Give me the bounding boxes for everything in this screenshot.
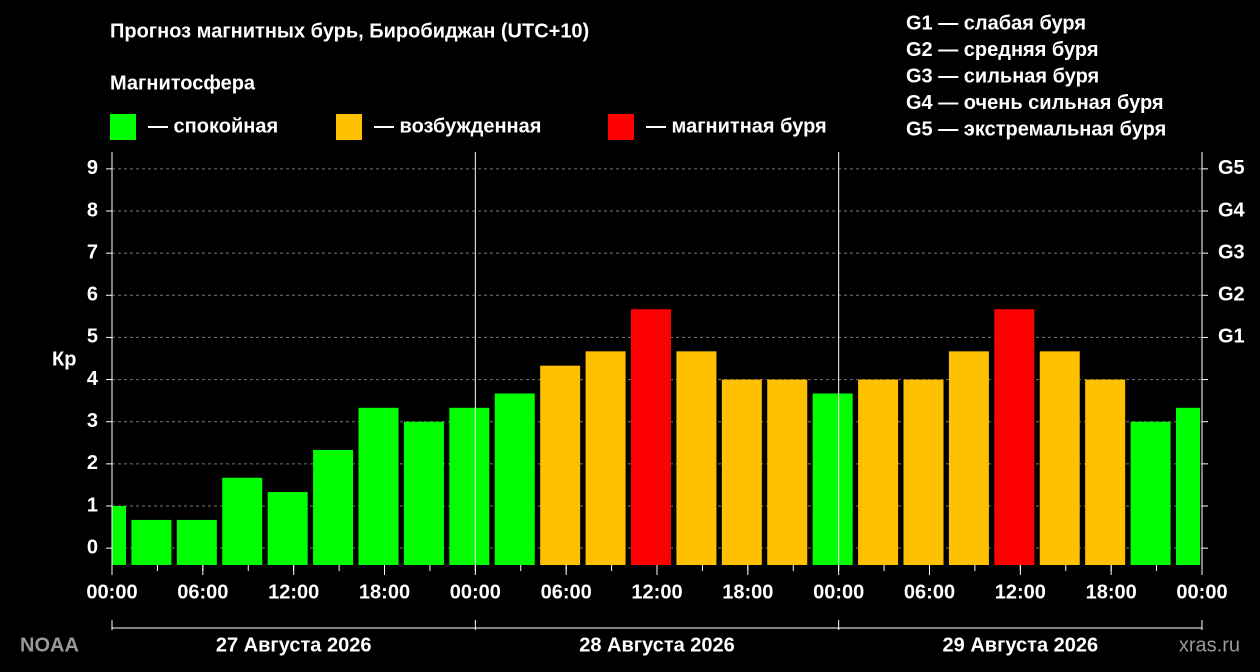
x-tick-label: 00:00 (450, 581, 501, 603)
legend-label: — возбужденная (374, 115, 541, 137)
bar (1176, 407, 1200, 565)
y-tick-label: 2 (87, 452, 98, 474)
bar (403, 421, 444, 565)
bar (767, 379, 808, 565)
y-tick-label: 1 (87, 494, 98, 516)
bar (1039, 351, 1080, 565)
day-label: 27 Августа 2026 (216, 634, 372, 656)
bar (858, 379, 899, 565)
bar (313, 449, 354, 565)
y-tick-label: 3 (87, 410, 98, 432)
bar (494, 393, 535, 565)
bar (903, 379, 944, 565)
site: xras.ru (1179, 634, 1240, 656)
bar (676, 351, 717, 565)
bar (948, 351, 989, 565)
y2-tick-label: G3 (1218, 241, 1245, 263)
storm-level: G2 — средняя буря (906, 39, 1099, 61)
bar (540, 365, 581, 565)
bar (267, 492, 308, 565)
x-tick-label: 00:00 (1176, 581, 1227, 603)
y2-tick-label: G5 (1218, 157, 1245, 179)
bar (812, 393, 853, 565)
x-tick-label: 00:00 (86, 581, 137, 603)
x-tick-label: 18:00 (1086, 581, 1137, 603)
y2-tick-label: G1 (1218, 326, 1245, 348)
bar (176, 519, 217, 565)
legend-swatch (336, 114, 362, 140)
storm-level: G1 — слабая буря (906, 12, 1086, 34)
y-tick-label: 4 (87, 368, 99, 390)
y-tick-label: 5 (87, 326, 98, 348)
x-tick-label: 06:00 (541, 581, 592, 603)
x-tick-label: 00:00 (813, 581, 864, 603)
legend-swatch (608, 114, 634, 140)
bar (585, 351, 626, 565)
x-tick-label: 12:00 (631, 581, 682, 603)
x-tick-label: 18:00 (359, 581, 410, 603)
legend-swatch (110, 114, 136, 140)
storm-level: G4 — очень сильная буря (906, 92, 1164, 114)
y-tick-label: 8 (87, 199, 98, 221)
day-label: 29 Августа 2026 (943, 634, 1099, 656)
x-tick-label: 06:00 (177, 581, 228, 603)
bar (358, 407, 399, 565)
y-tick-label: 0 (87, 536, 98, 558)
bar (631, 309, 671, 565)
bar (721, 379, 762, 565)
y-axis-label: Кр (52, 348, 76, 370)
bar (222, 477, 263, 565)
storm-level: G3 — сильная буря (906, 65, 1099, 87)
y-tick-label: 7 (87, 241, 98, 263)
x-tick-label: 12:00 (268, 581, 319, 603)
legend-label: — спокойная (148, 115, 278, 137)
legend-title: Магнитосфера (110, 72, 256, 94)
bar (1130, 421, 1171, 565)
y-tick-label: 6 (87, 284, 98, 306)
y2-tick-label: G4 (1218, 199, 1246, 221)
x-tick-label: 18:00 (722, 581, 773, 603)
y-tick-label: 9 (87, 157, 98, 179)
source: NOAA (20, 634, 79, 656)
x-tick-label: 12:00 (995, 581, 1046, 603)
legend-label: — магнитная буря (646, 115, 827, 137)
y2-tick-label: G2 (1218, 284, 1245, 306)
bar (112, 506, 126, 565)
bar (994, 309, 1035, 565)
chart-title: Прогноз магнитных бурь, Биробиджан (UTC+… (110, 20, 589, 42)
bar (1085, 379, 1126, 565)
bar (131, 519, 172, 565)
storm-level: G5 — экстремальная буря (906, 118, 1166, 140)
bar (449, 407, 490, 565)
x-tick-label: 06:00 (904, 581, 955, 603)
day-label: 28 Августа 2026 (579, 634, 735, 656)
